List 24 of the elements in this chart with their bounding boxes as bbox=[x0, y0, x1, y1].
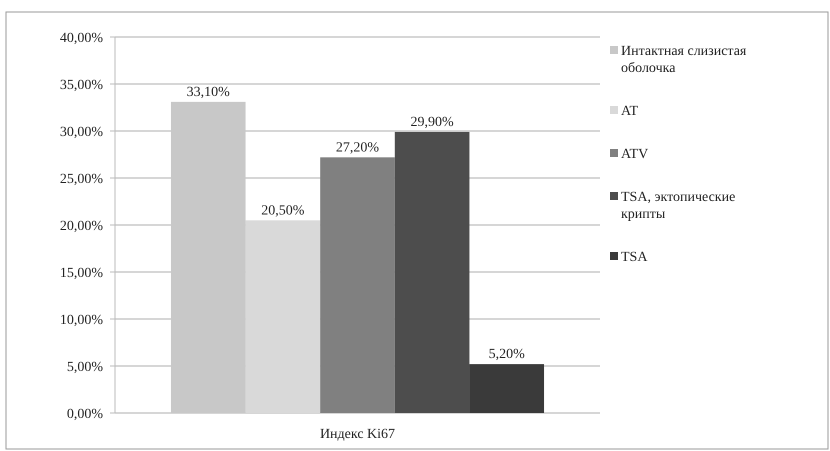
legend-label: AT bbox=[621, 104, 639, 119]
y-tick-label: 0,00% bbox=[66, 407, 104, 422]
y-tick-label: 15,00% bbox=[60, 266, 104, 281]
bar bbox=[394, 132, 470, 413]
legend-label: Интактная слизистая оболочка bbox=[621, 44, 747, 76]
legend-label: TSA, эктопические крипты bbox=[621, 190, 736, 222]
y-tick-label: 5,00% bbox=[66, 360, 104, 375]
y-tick-label: 40,00% bbox=[60, 31, 104, 46]
bar bbox=[246, 220, 320, 413]
y-tick-label: 10,00% bbox=[60, 313, 104, 328]
y-tick-label: 25,00% bbox=[60, 172, 104, 187]
bar bbox=[469, 364, 544, 413]
data-label: 29,90% bbox=[410, 114, 454, 130]
data-label: 20,50% bbox=[261, 203, 305, 218]
legend-label: TSA bbox=[621, 250, 648, 265]
y-tick-label: 30,00% bbox=[60, 125, 104, 140]
y-tick-label: 35,00% bbox=[60, 78, 104, 93]
data-label: 33,10% bbox=[186, 84, 230, 100]
x-tick-label: Индекс Ki67 bbox=[320, 427, 396, 442]
data-label: 27,20% bbox=[336, 140, 380, 156]
bar bbox=[320, 157, 395, 413]
legend-label: ATV bbox=[621, 147, 648, 162]
y-tick-label: 20,00% bbox=[60, 219, 104, 234]
data-label: 5,20% bbox=[488, 347, 526, 362]
